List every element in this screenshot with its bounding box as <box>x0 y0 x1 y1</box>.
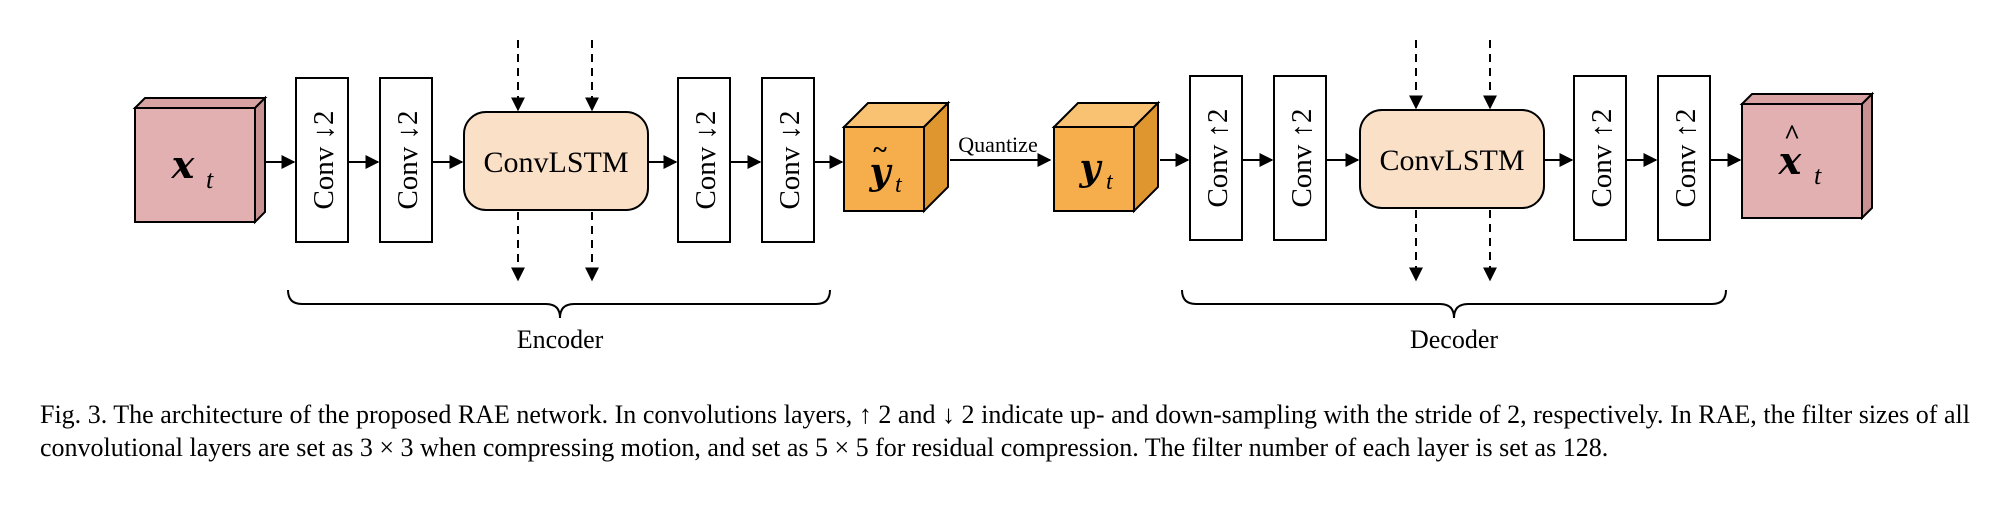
output-block-x-hat: x ^ t <box>1739 91 1875 221</box>
dec-conv1-label: Conv ↑2 <box>1202 108 1234 207</box>
y-subscript: t <box>1106 169 1114 195</box>
encoder-label: Encoder <box>517 325 604 354</box>
enc-conv3-block: Conv ↓2 <box>677 77 731 243</box>
y-label: y <box>1079 147 1103 189</box>
dec-conv2-block: Conv ↑2 <box>1273 75 1327 241</box>
y-tilde-label: y <box>869 151 893 193</box>
latent-cube-y: y t <box>1051 100 1161 214</box>
x-hat-label: x <box>1778 138 1803 183</box>
dec-conv4-block: Conv ↑2 <box>1657 75 1711 241</box>
x-t-subscript: t <box>206 165 214 194</box>
decoder-label: Decoder <box>1410 325 1498 354</box>
enc-convlstm-label: ConvLSTM <box>483 146 628 179</box>
y-tilde-accent: ~ <box>873 135 887 164</box>
enc-convlstm-block: ConvLSTM <box>463 111 649 211</box>
enc-conv1-block: Conv ↓2 <box>295 77 349 243</box>
x-t-label: x <box>171 142 196 187</box>
enc-conv4-block: Conv ↓2 <box>761 77 815 243</box>
decoder-brace <box>1181 289 1727 319</box>
quantize-label: Quantize <box>958 132 1037 157</box>
dec-conv3-label: Conv ↑2 <box>1586 108 1618 207</box>
dec-conv4-label: Conv ↑2 <box>1670 108 1702 207</box>
dec-conv2-label: Conv ↑2 <box>1286 108 1318 207</box>
enc-conv2-block: Conv ↓2 <box>379 77 433 243</box>
enc-conv3-label: Conv ↓2 <box>690 110 722 209</box>
encoder-brace <box>287 289 831 319</box>
x-hat-accent: ^ <box>1784 120 1800 151</box>
y-tilde-subscript: t <box>895 172 903 198</box>
enc-conv1-label: Conv ↓2 <box>308 110 340 209</box>
dec-convlstm-block: ConvLSTM <box>1359 109 1545 209</box>
latent-cube-y-tilde: y ~ t <box>841 100 951 214</box>
enc-conv2-label: Conv ↓2 <box>392 110 424 209</box>
rae-architecture-diagram: x t Conv ↓2 Conv ↓2 ConvLSTM Conv ↓2 Con… <box>132 40 1875 354</box>
figure-caption: Fig. 3. The architecture of the proposed… <box>40 400 1970 462</box>
dec-convlstm-label: ConvLSTM <box>1379 144 1524 177</box>
dec-conv1-block: Conv ↑2 <box>1189 75 1243 241</box>
x-hat-subscript: t <box>1814 161 1822 190</box>
input-block-x-t: x t <box>132 95 268 225</box>
enc-conv4-label: Conv ↓2 <box>774 110 806 209</box>
dec-conv3-block: Conv ↑2 <box>1573 75 1627 241</box>
